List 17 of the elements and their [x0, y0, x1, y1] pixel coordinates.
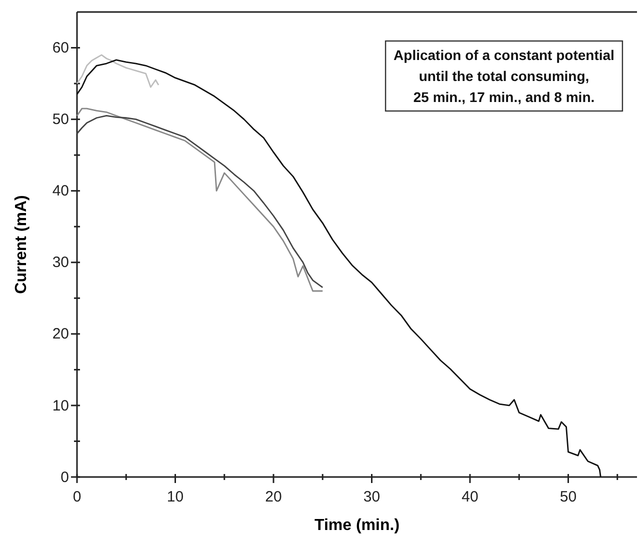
y-tick-label: 50 [52, 111, 69, 128]
x-tick-label: 0 [72, 488, 82, 506]
x-tick-label: 20 [265, 488, 282, 506]
annotation: Aplication of a constant potential until the total consuming, 25 min., 17 min., and 8 min. [394, 47, 614, 105]
line-series [76, 54, 160, 88]
x-tick-label: 10 [166, 488, 184, 506]
x-tick-label: 40 [462, 488, 478, 506]
x-tick-label: 30 [363, 488, 380, 506]
y-tick-label: 40 [52, 182, 69, 200]
x-axis-title: Time (min.) [314, 517, 400, 534]
y-tick-label: 30 [52, 254, 69, 272]
x-tick-label: 50 [560, 488, 577, 506]
y-tick-label: 60 [52, 40, 69, 57]
y-tick-label: 0 [60, 468, 69, 486]
y-tick-label: 10 [52, 397, 69, 414]
y-axis-title: Current (mA) [13, 195, 30, 294]
y-tick-label: 20 [52, 326, 69, 343]
